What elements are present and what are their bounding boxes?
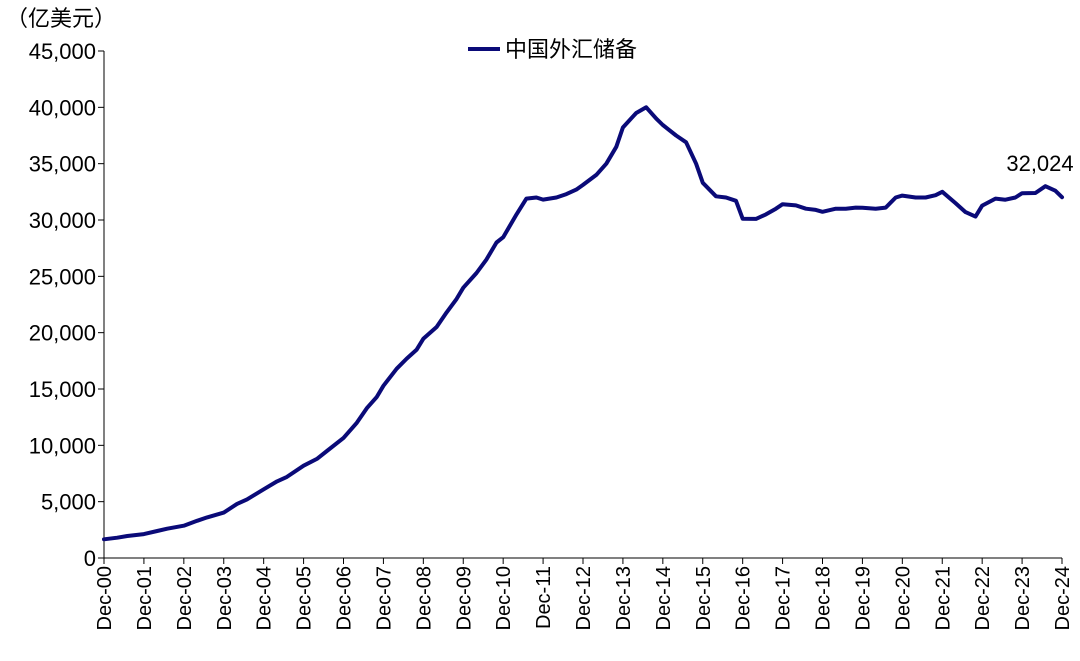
x-tick-label: Dec-11 bbox=[533, 566, 555, 629]
x-tick-label: Dec-15 bbox=[693, 566, 715, 630]
y-tick-label: 15,000 bbox=[29, 377, 96, 402]
x-tick-label: Dec-01 bbox=[134, 566, 156, 630]
y-tick-label: 40,000 bbox=[29, 95, 96, 120]
last-value-label: 32,024 bbox=[1006, 151, 1073, 176]
x-axis: Dec-00 Dec-01 Dec-02 Dec-03 Dec-04 Dec-05 Dec-… bbox=[94, 557, 1074, 630]
legend-label: 中国外汇储备 bbox=[505, 37, 637, 62]
series-layer bbox=[102, 105, 1064, 542]
x-tick-label: Dec-10 bbox=[493, 566, 515, 630]
x-tick-label: Dec-06 bbox=[334, 566, 356, 630]
x-tick-label: Dec-18 bbox=[813, 566, 835, 630]
y-tick-label: 0 bbox=[84, 546, 96, 571]
x-tick-label: Dec-16 bbox=[733, 566, 755, 630]
unit-label: （亿美元） bbox=[6, 6, 116, 31]
x-tick-label: Dec-12 bbox=[573, 566, 595, 630]
x-tick-label: Dec-14 bbox=[653, 566, 675, 630]
y-tick-label: 30,000 bbox=[29, 208, 96, 233]
x-tick-label: Dec-19 bbox=[852, 566, 874, 630]
x-tick-label: Dec-22 bbox=[972, 566, 994, 630]
y-axis: 0 5,000 10,000 15,000 20,000 25,000 30,000 35,0… bbox=[29, 39, 105, 571]
y-tick-label: 5,000 bbox=[41, 490, 96, 515]
x-tick-label: Dec-17 bbox=[773, 566, 795, 630]
x-tick-label: Dec-24 bbox=[1052, 566, 1074, 630]
y-tick-label: 25,000 bbox=[29, 264, 96, 289]
x-tick-label: Dec-00 bbox=[94, 566, 116, 630]
legend: 中国外汇储备 bbox=[468, 37, 637, 62]
x-tick-label: Dec-03 bbox=[214, 566, 236, 630]
x-tick-label: Dec-08 bbox=[413, 566, 435, 630]
x-tick-label: Dec-13 bbox=[613, 566, 635, 630]
y-tick-label: 20,000 bbox=[29, 321, 96, 346]
x-tick-label: Dec-04 bbox=[254, 566, 276, 630]
y-tick-label: 35,000 bbox=[29, 152, 96, 177]
x-tick-label: Dec-21 bbox=[932, 566, 954, 630]
x-tick-label: Dec-23 bbox=[1012, 566, 1034, 630]
series-line-fx-reserves bbox=[102, 105, 1064, 542]
x-tick-label: Dec-05 bbox=[294, 566, 316, 630]
x-tick-label: Dec-09 bbox=[453, 566, 475, 630]
y-tick-label: 10,000 bbox=[29, 433, 96, 458]
y-tick-label: 45,000 bbox=[29, 39, 96, 64]
x-tick-label: Dec-20 bbox=[892, 566, 914, 630]
x-tick-label: Dec-02 bbox=[174, 566, 196, 630]
x-tick-label: Dec-07 bbox=[373, 566, 395, 630]
